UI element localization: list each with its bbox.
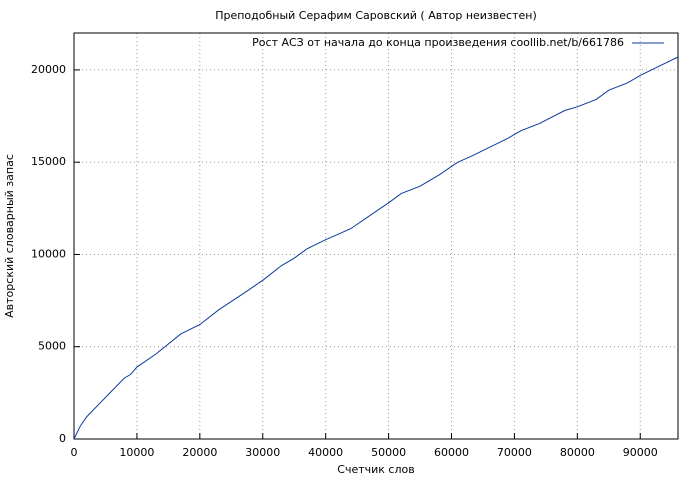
x-tick-label: 90000: [623, 446, 658, 459]
x-tick-label: 50000: [371, 446, 406, 459]
x-tick-label: 40000: [308, 446, 343, 459]
x-axis-label: Счетчик слов: [337, 463, 414, 476]
y-tick-label: 0: [59, 432, 66, 445]
y-tick-label: 15000: [31, 155, 66, 168]
chart-title: Преподобный Серафим Саровский ( Автор не…: [215, 9, 537, 22]
x-tick-label: 20000: [182, 446, 217, 459]
x-tick-label: 30000: [245, 446, 280, 459]
x-tick-label: 70000: [497, 446, 532, 459]
x-tick-label: 10000: [119, 446, 154, 459]
data-line: [73, 56, 679, 440]
legend-label: Рост АСЗ от начала до конца произведения…: [252, 36, 624, 49]
x-tick-label: 80000: [560, 446, 595, 459]
x-tick-label: 0: [71, 446, 78, 459]
y-tick-label: 10000: [31, 247, 66, 260]
y-tick-label: 5000: [38, 340, 66, 353]
plot-frame: [73, 32, 679, 440]
y-axis-label: Авторский словарный запас: [3, 154, 16, 318]
x-tick-label: 60000: [434, 446, 469, 459]
y-tick-label: 20000: [31, 63, 66, 76]
